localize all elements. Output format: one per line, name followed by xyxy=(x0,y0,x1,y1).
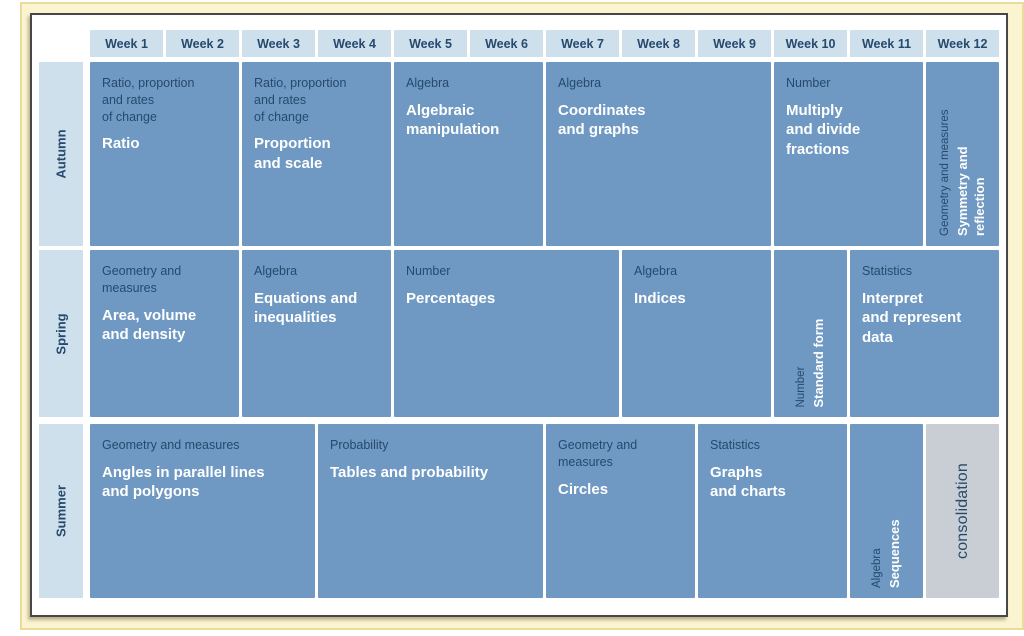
topic-block: Geometry and measures Circles xyxy=(546,424,695,598)
term-row-autumn: Autumn Ratio, proportion and rates of cha… xyxy=(39,62,999,246)
topic-title: Sequences xyxy=(887,519,903,588)
topic-category: Ratio, proportion and rates of change xyxy=(102,76,195,124)
topic-title: Coordinates and graphs xyxy=(558,101,646,139)
rotated-text-wrap: Number Standard form xyxy=(794,250,828,417)
term-row-summer: Summer Geometry and measures Angles in par… xyxy=(39,424,999,598)
term-label-cell: Spring xyxy=(39,250,83,417)
topic-title: Algebraic manipulation xyxy=(406,101,500,139)
week-header-cell: Week 8 xyxy=(622,30,695,57)
topic-block: Algebra Coordinates and graphs xyxy=(546,62,771,246)
topic-category: Algebra xyxy=(634,264,678,278)
rotated-text-wrap: Algebra Sequences xyxy=(870,424,904,598)
topic-category: Geometry and measures xyxy=(938,109,951,236)
topic-blocks: Geometry and measures Angles in parallel … xyxy=(90,424,999,598)
topic-title: Area, volume and density xyxy=(102,306,197,344)
topic-category: Statistics xyxy=(862,264,913,278)
topic-category: Algebra xyxy=(254,264,298,278)
topic-block: Algebra Indices xyxy=(622,250,771,417)
topic-block: Statistics Interpret and represent data xyxy=(850,250,999,417)
topic-title: consolidation xyxy=(953,463,971,559)
term-label-cell: Autumn xyxy=(39,62,83,246)
week-header-cell: Week 6 xyxy=(470,30,543,57)
topic-block: Ratio, proportion and rates of change Pro… xyxy=(242,62,391,246)
topic-category: Statistics xyxy=(710,438,761,452)
topic-title: Graphs and charts xyxy=(710,463,786,501)
week-header-cell: Week 12 xyxy=(926,30,999,57)
topic-blocks: Ratio, proportion and rates of change Rat… xyxy=(90,62,999,246)
topic-category: Algebra xyxy=(406,76,450,90)
topic-block: Algebra Equations and inequalities xyxy=(242,250,391,417)
topic-block: Geometry and measures Area, volume and de… xyxy=(90,250,239,417)
topic-title: Ratio xyxy=(102,135,140,153)
topic-title: Interpret and represent data xyxy=(862,289,962,346)
topic-block: Algebra Algebraic manipulation xyxy=(394,62,543,246)
topic-title: Indices xyxy=(634,289,686,307)
topic-title: Equations and inequalities xyxy=(254,289,358,327)
topic-block: Geometry and measures Angles in parallel … xyxy=(90,424,315,598)
topic-block: Ratio, proportion and rates of change Rat… xyxy=(90,62,239,246)
topic-block: Probability Tables and probability xyxy=(318,424,543,598)
topic-block: Number Multiply and divide fractions xyxy=(774,62,923,246)
rotated-text-wrap: Geometry and measures Symmetry and reflec… xyxy=(938,62,988,246)
topic-block: Algebra Sequences xyxy=(850,424,923,598)
curriculum-overview-panel: Week 1 Week 2 Week 3 Week 4 Week 5 Week 6 Week… xyxy=(30,13,1008,617)
term-row-spring: Spring Geometry and measures Area, volume … xyxy=(39,250,999,417)
topic-category: Geometry and measures xyxy=(102,264,182,295)
topic-title: Symmetry and reflection xyxy=(954,146,987,236)
topic-category: Algebra xyxy=(558,76,602,90)
topic-title: Percentages xyxy=(406,289,496,307)
topic-block: Statistics Graphs and charts xyxy=(698,424,847,598)
topic-title: Circles xyxy=(558,480,609,498)
week-header-cell: Week 2 xyxy=(166,30,239,57)
topic-category: Ratio, proportion and rates of change xyxy=(254,76,347,124)
topic-title: Angles in parallel lines and polygons xyxy=(102,463,265,501)
topic-title: Multiply and divide fractions xyxy=(786,101,861,158)
consolidation-cell: consolidation xyxy=(926,424,999,598)
topic-title: Tables and probability xyxy=(330,463,489,481)
week-header-cell: Week 7 xyxy=(546,30,619,57)
week-header-cell: Week 4 xyxy=(318,30,391,57)
week-header-row: Week 1 Week 2 Week 3 Week 4 Week 5 Week 6 Week… xyxy=(90,30,999,57)
topic-category: Number xyxy=(794,366,807,407)
rotated-text-wrap: consolidation xyxy=(953,424,973,598)
topic-block: Geometry and measures Symmetry and reflec… xyxy=(926,62,999,246)
topic-category: Geometry and measures xyxy=(102,438,240,452)
week-header-cell: Week 10 xyxy=(774,30,847,57)
topic-block: Number Percentages xyxy=(394,250,619,417)
topic-category: Geometry and measures xyxy=(558,438,638,469)
week-header-cell: Week 1 xyxy=(90,30,163,57)
week-header-cell: Week 3 xyxy=(242,30,315,57)
week-header-cell: Week 9 xyxy=(698,30,771,57)
week-header-cell: Week 5 xyxy=(394,30,467,57)
topic-category: Number xyxy=(786,76,831,90)
term-label: Summer xyxy=(53,484,69,538)
topic-category: Number xyxy=(406,264,451,278)
term-label: Spring xyxy=(53,312,69,355)
week-header-cell: Week 11 xyxy=(850,30,923,57)
topic-category: Probability xyxy=(330,438,389,452)
topic-category: Algebra xyxy=(870,548,883,588)
topic-title: Proportion and scale xyxy=(254,135,331,172)
topic-block: Number Standard form xyxy=(774,250,847,417)
term-label: Autumn xyxy=(53,129,69,179)
term-label-cell: Summer xyxy=(39,424,83,598)
topic-title: Standard form xyxy=(811,318,827,407)
topic-blocks: Geometry and measures Area, volume and de… xyxy=(90,250,999,417)
